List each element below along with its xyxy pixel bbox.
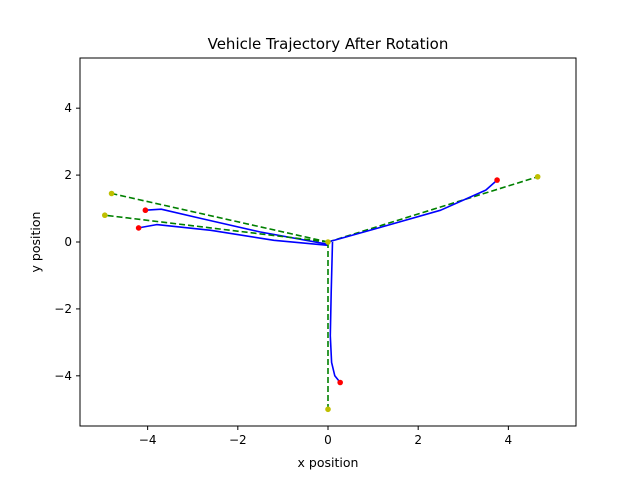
x-tick-label: 4 — [505, 433, 513, 447]
actual-end-point-4 — [337, 380, 343, 386]
actual-end-point-1 — [494, 177, 500, 183]
actual-end-point-3 — [136, 225, 142, 231]
y-axis-label: y position — [28, 212, 43, 273]
chart-title: Vehicle Trajectory After Rotation — [208, 35, 449, 53]
actual-end-point-2 — [143, 207, 149, 213]
x-tick-label: 0 — [324, 433, 332, 447]
x-tick-label: −2 — [229, 433, 247, 447]
y-tick-label: 4 — [64, 101, 72, 115]
reference-end-point-2 — [109, 191, 115, 197]
origin-point — [325, 239, 331, 245]
y-tick-label: −4 — [54, 369, 72, 383]
y-tick-label: 2 — [64, 168, 72, 182]
reference-end-point-4 — [325, 406, 331, 412]
x-tick-label: 2 — [414, 433, 422, 447]
y-tick-label: −2 — [54, 302, 72, 316]
reference-end-point-3 — [102, 212, 108, 218]
x-tick-label: −4 — [139, 433, 157, 447]
reference-end-point-1 — [535, 174, 541, 180]
x-axis-label: x position — [298, 455, 359, 470]
y-tick-label: 0 — [64, 235, 72, 249]
